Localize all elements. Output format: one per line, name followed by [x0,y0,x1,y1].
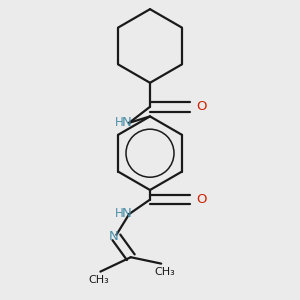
Text: CH₃: CH₃ [88,274,109,285]
Text: H: H [115,207,123,220]
Text: H: H [115,116,123,129]
Text: O: O [196,193,206,206]
Text: O: O [196,100,206,113]
Text: N: N [122,116,131,129]
Text: N: N [109,230,119,243]
Text: N: N [122,207,131,220]
Text: CH₃: CH₃ [154,267,175,277]
